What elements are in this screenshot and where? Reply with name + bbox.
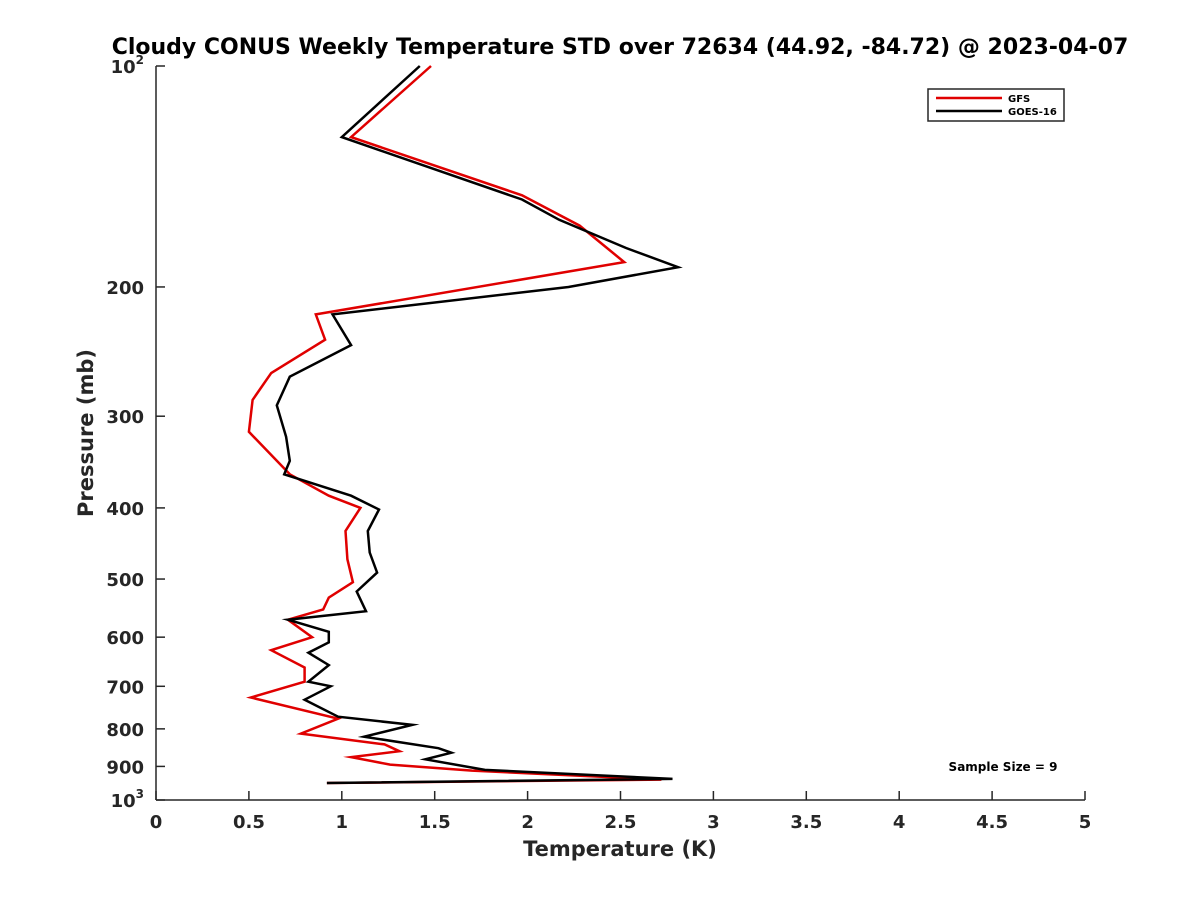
sample-size-annotation: Sample Size = 9 [949, 760, 1058, 774]
plot-area [245, 65, 683, 785]
x-tick-label: 2 [521, 812, 534, 833]
x-tick-label: 0 [150, 812, 163, 833]
x-tick-label: 2.5 [605, 812, 637, 833]
legend: GFS GOES-16 [927, 88, 1065, 122]
x-tick-label: 3 [707, 812, 720, 833]
x-tick-label: 1 [336, 812, 349, 833]
y-tick-label: 200 [106, 278, 144, 299]
series-line-gfs [245, 65, 662, 785]
y-tick-label: 102 [111, 53, 144, 78]
x-tick-label: 0.5 [233, 812, 265, 833]
y-tick-label: 600 [106, 628, 144, 649]
x-tick-label: 1.5 [419, 812, 451, 833]
y-tick-exponent: 2 [136, 53, 144, 67]
y-tick-label: 300 [106, 407, 144, 428]
x-axis-label: Temperature (K) [523, 837, 717, 861]
legend-label: GOES-16 [1008, 107, 1057, 118]
x-tick-label: 5 [1079, 812, 1092, 833]
y-axis-label: Pressure (mb) [74, 349, 98, 517]
legend-label: GFS [1008, 94, 1030, 105]
y-tick-base: 10 [111, 57, 136, 78]
y-tick-exponent: 3 [136, 787, 144, 801]
x-axis: 0 0.5 1 1.5 2 2.5 3 3.5 4 4.5 5 [150, 791, 1092, 833]
x-tick-label: 3.5 [790, 812, 822, 833]
chart-title: Cloudy CONUS Weekly Temperature STD over… [112, 35, 1129, 60]
y-tick-label: 500 [106, 570, 144, 591]
y-tick-label: 400 [106, 499, 144, 520]
x-tick-label: 4.5 [976, 812, 1008, 833]
legend-box [927, 88, 1065, 122]
y-tick-label: 700 [106, 677, 144, 698]
y-tick-base: 10 [111, 791, 136, 812]
x-tick-label: 4 [893, 812, 906, 833]
y-tick-label: 800 [106, 720, 144, 741]
series-line-goes-16 [275, 65, 683, 785]
y-tick-label: 103 [111, 787, 144, 812]
y-tick-label: 900 [106, 757, 144, 778]
